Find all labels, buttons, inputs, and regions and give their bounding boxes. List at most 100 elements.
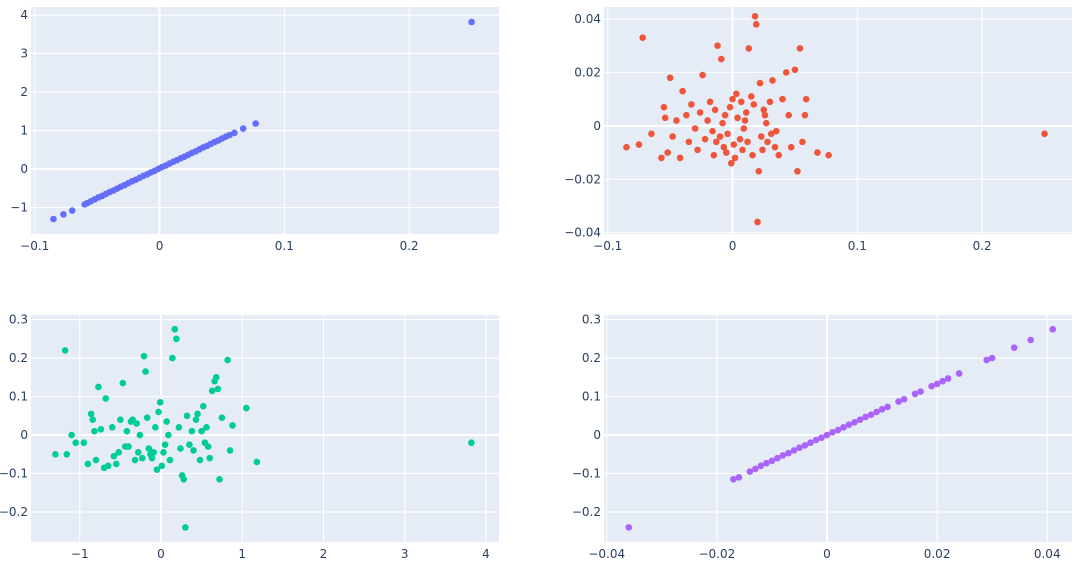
- y-tick-label: −0.02: [564, 172, 601, 186]
- data-point: [155, 408, 162, 416]
- data-point: [119, 379, 127, 387]
- plot-background: [31, 7, 499, 234]
- data-point: [751, 13, 759, 20]
- data-point: [721, 111, 729, 119]
- data-point: [664, 149, 671, 156]
- data-point: [625, 524, 633, 531]
- y-tick-label: −0.2: [572, 505, 601, 519]
- data-point: [759, 146, 766, 154]
- data-point: [774, 454, 781, 462]
- data-point: [194, 410, 201, 418]
- data-point: [89, 416, 97, 423]
- data-point: [175, 424, 183, 431]
- data-point: [939, 377, 946, 385]
- data-point: [730, 475, 737, 483]
- data-point: [183, 412, 191, 420]
- data-point: [683, 111, 690, 119]
- data-point: [252, 120, 259, 127]
- data-point: [196, 456, 204, 464]
- data-point: [125, 443, 132, 450]
- data-point: [750, 101, 758, 108]
- plot-background: [604, 7, 1072, 234]
- data-point: [68, 431, 75, 439]
- y-tick-label: 0.3: [582, 313, 601, 327]
- plot-background: [31, 315, 499, 542]
- data-point: [734, 114, 741, 122]
- data-point: [740, 125, 748, 132]
- x-tick-label: 0.02: [924, 547, 951, 561]
- data-point: [704, 117, 711, 124]
- data-point: [691, 125, 699, 132]
- data-point: [117, 416, 124, 423]
- data-point: [661, 114, 669, 122]
- data-point: [80, 439, 88, 447]
- data-point: [834, 426, 842, 434]
- data-point: [895, 398, 902, 405]
- data-point: [723, 149, 730, 156]
- data-point: [699, 71, 706, 79]
- data-point: [1027, 336, 1035, 344]
- y-tick-label: −0.2: [0, 505, 28, 519]
- subplot-top-left: −0.1 0 0.1 0.2 −1 0 1 2 3 4: [10, 7, 499, 253]
- x-tick-label: −1: [71, 547, 89, 561]
- x-tick-label: 0: [156, 239, 164, 253]
- data-point: [755, 167, 763, 175]
- data-point: [762, 119, 770, 127]
- data-point: [756, 79, 764, 87]
- data-point: [156, 399, 164, 406]
- data-point: [229, 422, 236, 429]
- data-point: [52, 450, 59, 458]
- data-point: [1049, 325, 1057, 333]
- data-point: [873, 408, 880, 416]
- data-point: [741, 117, 749, 124]
- x-tick-label: 0.04: [1034, 547, 1061, 561]
- data-point: [796, 444, 803, 452]
- y-tick-label: 0: [593, 428, 601, 442]
- data-point: [735, 474, 743, 481]
- data-point: [623, 143, 630, 151]
- y-tick-label: 0: [20, 428, 28, 442]
- x-tick-label: 3: [401, 547, 409, 561]
- data-point: [224, 356, 231, 364]
- data-point: [825, 151, 832, 159]
- y-tick-label: 0: [593, 119, 601, 133]
- data-point: [747, 93, 755, 100]
- data-point: [190, 447, 197, 454]
- data-point: [186, 441, 193, 448]
- x-tick-label: 4: [482, 547, 490, 561]
- data-point: [729, 95, 736, 103]
- data-point: [771, 143, 779, 151]
- data-point: [801, 111, 809, 119]
- data-point: [1041, 130, 1048, 138]
- data-point: [944, 375, 952, 382]
- data-point: [807, 439, 814, 447]
- data-point: [679, 87, 686, 95]
- data-point: [955, 370, 963, 377]
- data-point: [140, 352, 148, 360]
- data-point: [775, 151, 783, 159]
- x-tick-label: 1: [238, 547, 246, 561]
- data-point: [884, 403, 891, 411]
- data-point: [744, 138, 751, 146]
- y-tick-label: −1: [10, 200, 28, 214]
- data-point: [845, 421, 853, 428]
- data-point: [87, 410, 95, 418]
- x-tick-label: 0: [157, 547, 165, 561]
- data-point: [468, 18, 475, 26]
- data-point: [133, 420, 140, 427]
- data-point: [150, 449, 157, 456]
- data-point: [709, 127, 716, 135]
- data-point: [791, 66, 799, 74]
- data-point: [736, 135, 744, 143]
- data-point: [801, 442, 809, 449]
- data-point: [785, 111, 793, 119]
- data-point: [142, 368, 149, 375]
- data-point: [900, 395, 908, 403]
- data-point: [226, 131, 233, 139]
- data-point: [840, 424, 847, 431]
- data-point: [212, 374, 220, 381]
- data-point: [796, 45, 804, 52]
- data-point: [790, 447, 798, 454]
- data-point: [72, 439, 79, 447]
- data-point: [639, 34, 646, 42]
